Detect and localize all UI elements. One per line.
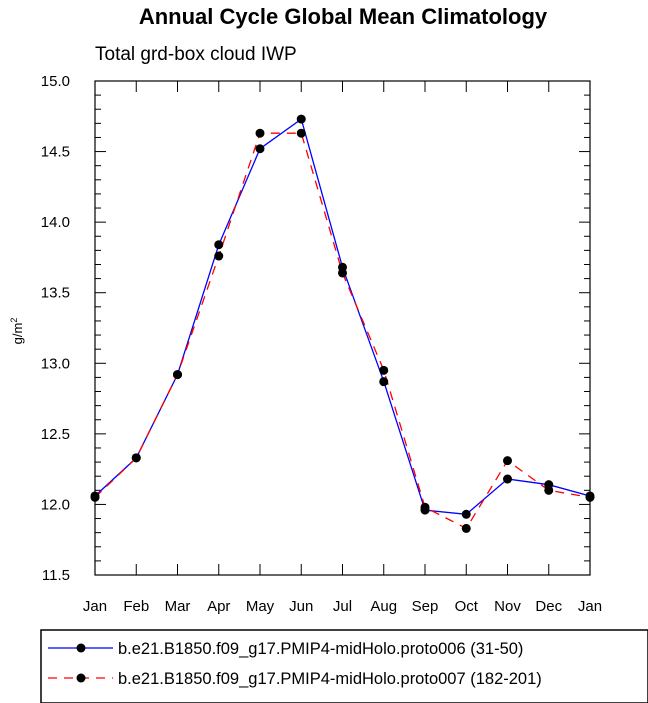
- legend-entry-1: b.e21.B1850.f09_g17.PMIP4-midHolo.proto0…: [48, 640, 523, 658]
- y-tick-label: 15.0: [41, 73, 70, 90]
- y-tick-label: 12.5: [41, 426, 70, 443]
- series-2-line: [94, 132, 591, 530]
- series-layer: [90, 114, 595, 533]
- series-1-line: [94, 118, 591, 515]
- x-tick-labels: Jan Feb Mar Apr May Jun Jul Aug Sep Oct Nov Dec Jan: [83, 598, 602, 615]
- series-2-point: [585, 492, 595, 502]
- series-2-point: [338, 268, 347, 278]
- chart-subtitle: Total grd-box cloud IWP: [95, 44, 297, 65]
- x-tick-label: Jan: [83, 598, 107, 615]
- series-2-point: [544, 485, 554, 495]
- x-tick-label: Apr: [207, 598, 230, 615]
- series-1-point: [461, 509, 471, 519]
- x-tick-label: Sep: [412, 598, 439, 615]
- series-2-point: [379, 365, 389, 375]
- y-tick-label: 13.0: [41, 355, 70, 372]
- y-tick-label: 11.5: [42, 567, 70, 584]
- x-tick-label: Mar: [165, 598, 191, 615]
- y-axis-label: g/m2: [9, 318, 25, 345]
- series-1-point: [255, 144, 265, 154]
- legend-label-2: b.e21.B1850.f09_g17.PMIP4-midHolo.proto0…: [118, 670, 542, 688]
- series-2-point: [255, 128, 265, 138]
- x-tick-label: Oct: [455, 598, 479, 615]
- x-tick-label: May: [246, 598, 275, 615]
- legend-marker-1: [76, 643, 86, 653]
- chart-title: Annual Cycle Global Mean Climatology: [139, 4, 548, 29]
- series-1-point: [503, 474, 512, 484]
- x-tick-label: Jan: [578, 598, 602, 615]
- y-tick-labels: 11.5 12.0 12.5 13.0 13.5 14.0 14.5 15.0: [41, 73, 70, 584]
- plot-frame: [94, 80, 591, 576]
- y-tick-label: 12.0: [41, 496, 70, 513]
- legend-box: [40, 629, 648, 703]
- x-tick-label: Jul: [333, 598, 352, 615]
- series-1-point: [379, 377, 389, 387]
- series-2-point: [131, 453, 141, 463]
- x-tick-label: Dec: [535, 598, 562, 615]
- legend-entry-2: b.e21.B1850.f09_g17.PMIP4-midHolo.proto0…: [48, 670, 542, 688]
- series-1-point: [296, 114, 306, 124]
- y-tick-label: 14.0: [41, 214, 70, 231]
- series-2-point: [420, 502, 430, 512]
- legend-label-1: b.e21.B1850.f09_g17.PMIP4-midHolo.proto0…: [118, 640, 523, 658]
- x-tick-label: Feb: [123, 598, 149, 615]
- series-2-point: [173, 370, 182, 380]
- series-2-point: [90, 492, 100, 502]
- series-2-point: [214, 251, 224, 261]
- series-2-point: [296, 128, 306, 138]
- x-tick-label: Aug: [370, 598, 397, 615]
- series-2-point: [503, 456, 512, 466]
- axis-ticks: [94, 80, 591, 576]
- series-2-point: [461, 523, 471, 533]
- y-tick-label: 14.5: [41, 144, 70, 161]
- x-tick-label: Jun: [289, 598, 313, 615]
- x-tick-label: Nov: [494, 598, 521, 615]
- legend-marker-2: [76, 673, 86, 683]
- y-tick-label: 13.5: [41, 285, 70, 302]
- series-1-point: [214, 240, 224, 250]
